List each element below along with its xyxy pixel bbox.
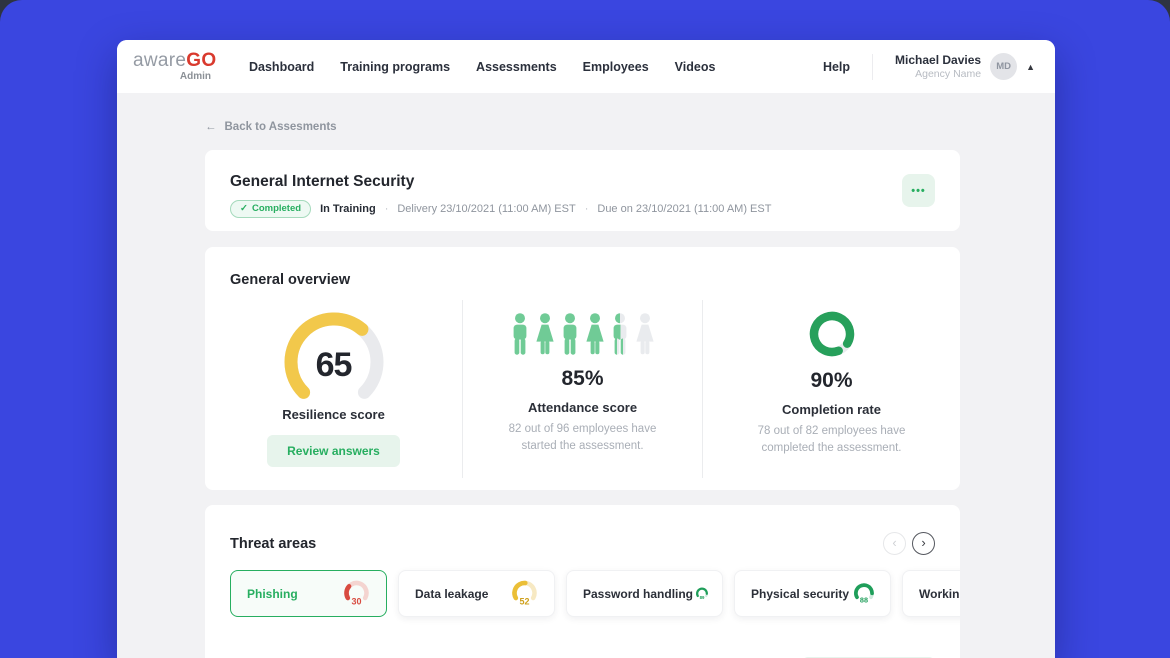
review-answers-button[interactable]: Review answers xyxy=(267,435,400,467)
completion-detail: 78 out of 82 employees have completed th… xyxy=(757,425,906,454)
assessment-meta: ✓ Completed In Training · Delivery 23/10… xyxy=(230,199,935,218)
person-male-icon xyxy=(613,313,627,355)
person-female-icon xyxy=(636,313,654,355)
svg-text:88: 88 xyxy=(860,595,868,604)
threat-cards-row: Phishing 30 Data leakage 52 Password han… xyxy=(230,570,960,617)
attendance-column: 85% Attendance score 82 out of 96 employ… xyxy=(462,300,702,478)
threat-card-label: Password handling xyxy=(583,586,694,601)
meta-separator: · xyxy=(584,202,589,215)
status-badge-label: Completed xyxy=(251,202,302,214)
threat-card-phishing[interactable]: Phishing 30 xyxy=(230,570,387,617)
threat-areas-title: Threat areas xyxy=(230,535,317,552)
phase-label: In Training xyxy=(320,202,376,215)
resilience-gauge: 65 xyxy=(268,306,400,412)
threat-areas-card: Threat areas ‹ › Phishing 30 Data leakag… xyxy=(205,505,960,658)
completion-ring xyxy=(809,311,855,357)
svg-text:89: 89 xyxy=(700,595,705,600)
next-page-button[interactable]: › xyxy=(912,532,935,555)
threat-score-gauge: 88 xyxy=(854,582,874,604)
resilience-score-value: 65 xyxy=(315,346,353,384)
threat-card-label: Data leakage xyxy=(415,586,489,601)
more-options-button[interactable]: ••• xyxy=(902,174,935,207)
status-badge: ✓ Completed xyxy=(230,199,312,218)
threat-pager: ‹ › xyxy=(883,532,935,555)
back-arrow-icon: ← xyxy=(205,121,217,133)
threat-card-data-leakage[interactable]: Data leakage 52 xyxy=(398,570,555,617)
header-right: Help Michael Davies Agency Name MD ▲ xyxy=(823,53,1035,80)
resilience-score-label: Resilience score xyxy=(282,407,385,422)
user-name: Michael Davies xyxy=(895,53,982,67)
app-window: awareGO Admin Dashboard Training programs… xyxy=(117,40,1055,658)
threat-score-gauge: 30 xyxy=(344,580,369,606)
completion-label: Completion rate xyxy=(782,402,881,417)
user-agency: Agency Name xyxy=(915,68,982,80)
header-divider xyxy=(872,53,874,80)
threat-card-physical-security[interactable]: Physical security 88 xyxy=(734,570,891,617)
logo-text-aware: aware xyxy=(133,50,187,71)
overview-section-title: General overview xyxy=(230,272,351,288)
app-header: awareGO Admin Dashboard Training programs… xyxy=(117,40,1055,93)
avatar: MD xyxy=(990,53,1018,80)
page-content: ← Back to Assesments General Internet Se… xyxy=(117,93,1055,658)
person-female-icon xyxy=(536,313,554,355)
nav-item-employees[interactable]: Employees xyxy=(582,59,649,74)
attendance-icons xyxy=(510,312,655,355)
attendance-detail: 82 out of 96 employees have started the … xyxy=(508,423,657,452)
completion-column: 90% Completion rate 78 out of 82 employe… xyxy=(702,300,960,478)
nav-item-dashboard[interactable]: Dashboard xyxy=(249,59,315,74)
caret-up-icon: ▲ xyxy=(1026,61,1035,72)
back-link[interactable]: ← Back to Assesments xyxy=(205,121,960,133)
assessment-header-card: General Internet Security ✓ Completed In… xyxy=(205,150,960,231)
chevron-right-icon: › xyxy=(921,535,926,550)
person-male-icon xyxy=(513,313,527,355)
completion-ring-svg xyxy=(809,311,854,357)
threat-score-gauge: 89 xyxy=(696,587,708,600)
attendance-label: Attendance score xyxy=(527,400,638,415)
nav-item-assessments[interactable]: Assessments xyxy=(476,59,557,74)
resilience-column: 65 Resilience score Review answers xyxy=(205,300,462,478)
main-nav: Dashboard Training programs Assessments Emp… xyxy=(249,60,715,74)
threat-card-label: Phishing xyxy=(247,586,298,601)
check-icon: ✓ xyxy=(240,202,248,214)
threat-card-password-handling[interactable]: Password handling 89 xyxy=(566,570,723,617)
general-overview-card: General overview 65 Resilience score Rev… xyxy=(205,247,960,490)
meta-separator: · xyxy=(384,202,389,215)
attendance-percent: 85% xyxy=(561,367,604,390)
chevron-left-icon: ‹ xyxy=(892,535,897,550)
logo-subtitle: Admin xyxy=(179,71,211,82)
brand-logo[interactable]: awareGO Admin xyxy=(133,50,217,82)
logo-text-go: GO xyxy=(186,50,217,71)
person-female-icon xyxy=(586,313,604,355)
assessment-title: General Internet Security xyxy=(230,173,415,190)
threat-card-working-remotely[interactable]: Working remotely xyxy=(902,570,960,617)
threat-score-gauge: 52 xyxy=(512,580,537,606)
threat-card-label: Working remotely xyxy=(919,586,960,601)
completion-percent: 90% xyxy=(810,369,853,392)
back-link-label: Back to Assesments xyxy=(224,121,337,133)
threat-card-label: Physical security xyxy=(751,586,850,601)
prev-page-button[interactable]: ‹ xyxy=(883,532,906,555)
resilience-gauge-svg xyxy=(284,312,383,412)
help-link[interactable]: Help xyxy=(822,59,851,74)
user-menu[interactable]: Michael Davies Agency Name MD ▲ xyxy=(895,53,1035,80)
nav-item-training-programs[interactable]: Training programs xyxy=(340,59,451,74)
due-date: Due on 23/10/2021 (11:00 AM) EST xyxy=(597,202,772,215)
person-male-icon xyxy=(563,313,577,355)
delivery-date: Delivery 23/10/2021 (11:00 AM) EST xyxy=(397,202,576,215)
svg-text:30: 30 xyxy=(351,596,361,606)
svg-text:52: 52 xyxy=(519,596,529,606)
nav-item-videos[interactable]: Videos xyxy=(674,59,716,74)
